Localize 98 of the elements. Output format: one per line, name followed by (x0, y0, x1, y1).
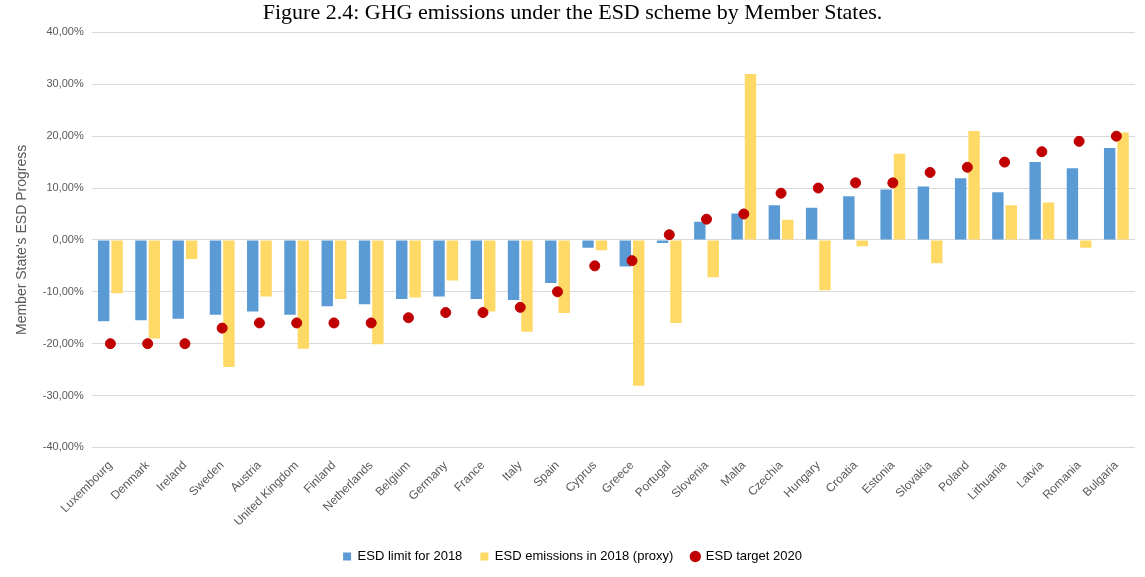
bar (358, 240, 371, 305)
bar (223, 240, 235, 368)
bar (782, 219, 794, 240)
bar (409, 240, 421, 298)
bar (321, 240, 333, 307)
bar (558, 240, 570, 314)
point (961, 161, 973, 173)
bar (1103, 148, 1116, 240)
y-tick-label: 20,00% (46, 129, 84, 142)
bar (507, 240, 520, 301)
bar (297, 240, 310, 349)
y-tick-label: -40,00% (42, 440, 84, 453)
bar (582, 240, 594, 248)
bar (209, 240, 222, 315)
point (1073, 135, 1085, 147)
point (402, 312, 414, 324)
point (477, 307, 489, 319)
point (514, 301, 526, 313)
bar (595, 240, 608, 251)
y-tick-label: 10,00% (46, 181, 84, 194)
point (738, 208, 750, 220)
point (104, 338, 116, 350)
bar (483, 240, 496, 312)
bar (670, 240, 682, 323)
bar (446, 240, 459, 281)
y-tick-label: 30,00% (46, 77, 84, 90)
point (812, 182, 824, 194)
bar (185, 240, 198, 260)
bar (135, 240, 147, 321)
bar (334, 240, 347, 300)
point (216, 322, 228, 334)
point (701, 213, 713, 225)
y-axis-title: Member State's ESD Progress (13, 144, 30, 336)
point (663, 229, 675, 241)
bar (1029, 162, 1041, 240)
point (440, 307, 452, 319)
bar (1066, 168, 1079, 240)
bar (1042, 202, 1055, 240)
bar (372, 240, 384, 345)
bar (172, 240, 184, 319)
chart-title: Figure 2.4: GHG emissions under the ESD scheme by Member States. (262, 0, 883, 24)
bar (545, 240, 557, 283)
point (253, 317, 265, 329)
bar (707, 240, 719, 278)
bar (992, 192, 1004, 240)
y-tick-label: -30,00% (42, 388, 84, 401)
y-tick-label: 0,00% (52, 232, 84, 245)
point (365, 317, 377, 329)
bar (694, 221, 706, 240)
point (626, 255, 638, 267)
bar (917, 186, 930, 240)
point (589, 260, 601, 272)
point (552, 286, 563, 298)
bar (856, 240, 868, 247)
bar (633, 240, 645, 386)
legend-label: ESD target 2020 (705, 548, 802, 564)
point (1036, 146, 1048, 158)
bar (805, 207, 818, 240)
bar (893, 153, 906, 240)
bar (731, 213, 743, 240)
bar (1117, 132, 1129, 240)
y-tick-label: 40,00% (46, 25, 84, 38)
bar (954, 178, 967, 240)
bar (931, 240, 943, 264)
bar (97, 240, 110, 322)
bar (656, 240, 669, 244)
bar (260, 240, 272, 297)
bar (880, 189, 892, 240)
point (1110, 130, 1122, 142)
bar (470, 240, 482, 300)
bar (819, 240, 831, 291)
x-tick-label: Italy (499, 458, 525, 484)
point (887, 177, 899, 189)
bar (396, 240, 408, 300)
legend-label: ESD limit for 2018 (357, 548, 463, 564)
point (850, 177, 862, 189)
legend-label: ESD emissions in 2018 (proxy) (494, 548, 674, 564)
bar (433, 240, 445, 297)
point (924, 166, 936, 178)
y-tick-label: -10,00% (42, 284, 84, 297)
point (328, 317, 340, 329)
bar (284, 240, 296, 315)
bar (768, 205, 781, 240)
bar (1005, 205, 1017, 240)
bar (521, 240, 533, 332)
bar (1080, 240, 1092, 248)
bar (843, 196, 855, 240)
bar (968, 130, 980, 240)
point (179, 338, 191, 350)
bar (111, 240, 123, 294)
point (999, 156, 1011, 168)
y-tick-label: -20,00% (42, 336, 84, 349)
point (775, 187, 787, 199)
point (291, 317, 303, 329)
point (142, 338, 154, 350)
bar (744, 73, 757, 240)
bar (148, 240, 161, 339)
bar (247, 240, 259, 312)
